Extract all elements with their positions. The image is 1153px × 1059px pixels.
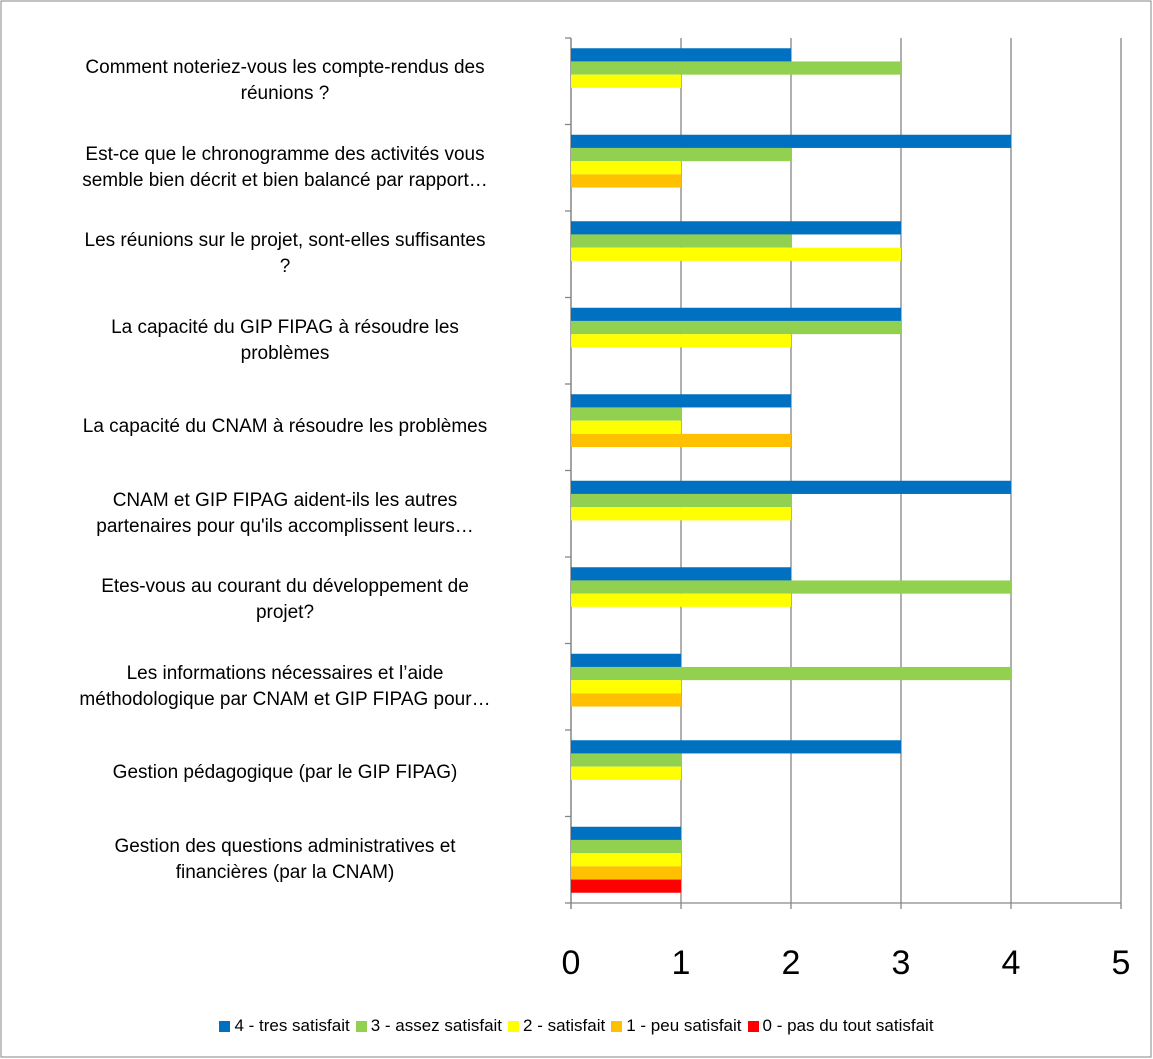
category-label: La capacité du CNAM à résoudre les probl…: [82, 416, 488, 438]
bar: [571, 740, 901, 754]
category-label: Les réunions sur le projet, sont-elles s…: [84, 230, 486, 278]
bar: [571, 853, 681, 867]
category-label: La capacité du GIP FIPAG à résoudre les …: [111, 316, 459, 364]
bar: [571, 766, 681, 780]
category-label: Comment noteriez-vous les compte-rendus …: [85, 57, 485, 105]
legend: 4 - tres satisfait 3 - assez satisfait 2 -…: [0, 1016, 1153, 1036]
bar: [571, 234, 791, 248]
legend-item: 3 - assez satisfait: [355, 1016, 503, 1036]
legend-label: 1 - peu satisfait: [626, 1016, 742, 1035]
bar: [571, 866, 681, 880]
legend-swatch: [611, 1020, 623, 1032]
bar: [571, 680, 681, 694]
category-label: CNAM et GIP FIPAG aident-ils les autres …: [96, 489, 474, 537]
bar: [571, 666, 1011, 681]
bar: [571, 61, 901, 75]
legend-label: 3 - assez satisfait: [370, 1016, 503, 1035]
category-label: Gestion des questions administratives et…: [114, 835, 456, 883]
x-tick-label: 4: [1002, 944, 1021, 982]
bar: [571, 480, 1011, 494]
bar: [571, 839, 681, 854]
bar: [571, 493, 791, 508]
bar: [571, 507, 791, 521]
bar: [571, 593, 791, 607]
legend-item: 0 - pas du tout satisfait: [747, 1016, 934, 1036]
legend-swatch: [219, 1020, 231, 1032]
bar: [571, 653, 681, 667]
bar: [571, 693, 681, 707]
legend-label: 0 - pas du tout satisfait: [762, 1016, 934, 1035]
legend-item: 1 - peu satisfait: [611, 1016, 742, 1036]
legend-item: 4 - tres satisfait: [219, 1016, 350, 1036]
legend-item: 2 - satisfait: [508, 1016, 605, 1036]
bar: [571, 879, 681, 893]
legend-label: 4 - tres satisfait: [234, 1016, 350, 1035]
x-tick-label: 5: [1112, 944, 1131, 982]
category-label: Etes-vous au courant du développement de…: [101, 576, 469, 624]
legend-swatch: [355, 1020, 367, 1032]
bar: [571, 161, 681, 175]
bar: [571, 134, 1011, 148]
bar: [571, 753, 681, 767]
x-tick-label: 1: [672, 944, 691, 982]
bar: [571, 433, 791, 448]
bar: [571, 74, 681, 88]
bar: [571, 48, 791, 62]
bar: [571, 567, 791, 581]
bar: [571, 221, 901, 235]
x-tick-label: 3: [892, 944, 911, 982]
legend-label: 2 - satisfait: [523, 1016, 606, 1035]
bar: [571, 334, 791, 348]
bar: [571, 420, 681, 434]
bar: [571, 147, 791, 162]
legend-swatch: [747, 1020, 759, 1032]
bar: [571, 394, 791, 408]
bar: [571, 826, 681, 840]
x-tick-label: 2: [782, 944, 801, 982]
legend-swatch: [508, 1020, 520, 1032]
category-label: Est-ce que le chronogramme des activités…: [82, 143, 488, 191]
category-label: Les informations nécessaires et l’aide m…: [79, 662, 491, 710]
bar: [571, 247, 901, 261]
bar: [571, 307, 901, 321]
category-label: Gestion pédagogique (par le GIP FIPAG): [112, 762, 458, 784]
bar: [571, 320, 901, 335]
bar: [571, 580, 1011, 594]
bar: [571, 407, 681, 421]
x-tick-label: 0: [562, 944, 581, 982]
bar: [571, 174, 681, 188]
